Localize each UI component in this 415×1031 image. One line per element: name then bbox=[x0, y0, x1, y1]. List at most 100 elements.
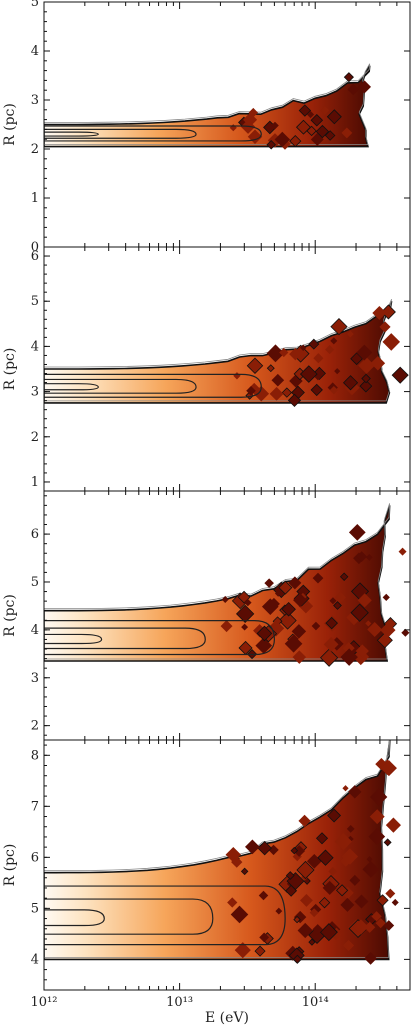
y-tick-label: 7 bbox=[31, 799, 39, 814]
density-blob bbox=[391, 898, 399, 906]
y-tick-label: 3 bbox=[31, 671, 39, 686]
density-blob bbox=[299, 344, 307, 351]
density-blob bbox=[287, 393, 302, 408]
y-tick-label: 2 bbox=[31, 430, 39, 445]
density-blob bbox=[329, 386, 338, 395]
density-blob bbox=[365, 620, 372, 627]
density-blob bbox=[297, 922, 313, 939]
grey-contour bbox=[44, 63, 371, 145]
density-blob bbox=[309, 908, 319, 918]
density-blob bbox=[398, 547, 407, 556]
density-blob bbox=[368, 828, 386, 845]
density-blob bbox=[254, 945, 266, 957]
y-axis-label: R (pc) bbox=[2, 594, 18, 637]
density-outer-contour bbox=[44, 505, 391, 662]
density-blob bbox=[341, 886, 354, 900]
density-blob bbox=[274, 590, 282, 597]
y-tick-label: 5 bbox=[31, 575, 39, 590]
density-blob bbox=[246, 357, 264, 375]
density-blob bbox=[347, 83, 359, 96]
density-region bbox=[44, 63, 371, 150]
density-blob bbox=[231, 856, 243, 868]
y-tick-label: 6 bbox=[31, 249, 39, 264]
density-blob bbox=[298, 814, 311, 828]
y-tick-label: 4 bbox=[31, 952, 39, 967]
y-tick-label: 8 bbox=[31, 748, 39, 763]
panel-3: 2 3 4 5 6 R (pc) bbox=[2, 490, 411, 741]
density-blob bbox=[355, 644, 369, 658]
density-blob bbox=[289, 347, 302, 361]
density-blob bbox=[313, 353, 324, 364]
density-blob bbox=[246, 386, 256, 396]
y-axis-label: R (pc) bbox=[2, 844, 18, 887]
y-tick-label: 2 bbox=[31, 719, 39, 734]
density-region bbox=[44, 299, 409, 408]
density-region bbox=[44, 740, 401, 965]
density-blob bbox=[330, 337, 338, 345]
density-blob bbox=[293, 915, 301, 924]
density-blob bbox=[234, 942, 251, 959]
density-blob bbox=[312, 924, 323, 935]
density-blob bbox=[362, 860, 380, 878]
grey-contour bbox=[44, 503, 390, 660]
y-axis-label: R (pc) bbox=[2, 348, 18, 391]
density-blob bbox=[275, 907, 283, 915]
density-blob bbox=[380, 622, 396, 638]
y-tick-label: 0 bbox=[31, 240, 39, 255]
density-blob bbox=[346, 824, 355, 833]
density-blob bbox=[325, 616, 338, 630]
density-blob bbox=[310, 383, 323, 397]
inner-contour-3 bbox=[44, 383, 99, 391]
density-blob bbox=[353, 919, 369, 935]
y-tick-label: 5 bbox=[31, 0, 39, 10]
density-blob bbox=[320, 105, 330, 115]
density-blob bbox=[346, 330, 354, 338]
inner-contour-1 bbox=[44, 125, 262, 142]
density-blob bbox=[319, 648, 339, 667]
inner-contour-3 bbox=[44, 131, 99, 137]
density-blob bbox=[245, 839, 260, 855]
inner-contour-2 bbox=[44, 128, 197, 139]
density-blob bbox=[334, 591, 346, 604]
x-tick-label: 10¹⁴ bbox=[302, 995, 329, 1010]
density-blob bbox=[308, 938, 316, 946]
density-blob bbox=[354, 894, 369, 909]
y-tick-label: 2 bbox=[31, 142, 39, 157]
density-blob bbox=[380, 304, 396, 320]
density-blob bbox=[359, 379, 373, 393]
density-blob bbox=[230, 905, 249, 924]
density-blob bbox=[350, 582, 370, 601]
density-blob bbox=[271, 121, 279, 130]
density-blob bbox=[306, 853, 322, 869]
density-blob bbox=[298, 598, 314, 614]
density-blob bbox=[327, 808, 342, 823]
x-tick-label: 10¹² bbox=[31, 995, 58, 1010]
density-blob bbox=[271, 373, 285, 387]
density-blob bbox=[296, 860, 315, 880]
density-blob bbox=[342, 939, 355, 952]
density-blob bbox=[341, 127, 353, 139]
density-blob bbox=[291, 624, 307, 639]
x-tick-label: 10¹³ bbox=[166, 995, 193, 1010]
density-blob bbox=[279, 347, 289, 358]
inner-contour-3 bbox=[44, 909, 105, 927]
density-blob bbox=[310, 133, 324, 146]
density-blob bbox=[382, 593, 390, 601]
y-tick-label: 5 bbox=[31, 901, 39, 916]
density-blob bbox=[383, 838, 392, 847]
density-blob bbox=[372, 305, 387, 320]
density-blob bbox=[380, 760, 397, 777]
density-blob bbox=[242, 112, 258, 127]
density-blob bbox=[235, 604, 255, 624]
density-blob bbox=[343, 72, 354, 83]
density-blob bbox=[241, 623, 249, 631]
density-blob bbox=[259, 640, 269, 651]
inner-contour-2 bbox=[44, 898, 214, 935]
density-blob bbox=[310, 903, 322, 916]
density-blob bbox=[385, 888, 396, 899]
inner-contour-3 bbox=[44, 633, 103, 645]
density-blob bbox=[369, 788, 388, 806]
density-blob bbox=[293, 845, 306, 857]
